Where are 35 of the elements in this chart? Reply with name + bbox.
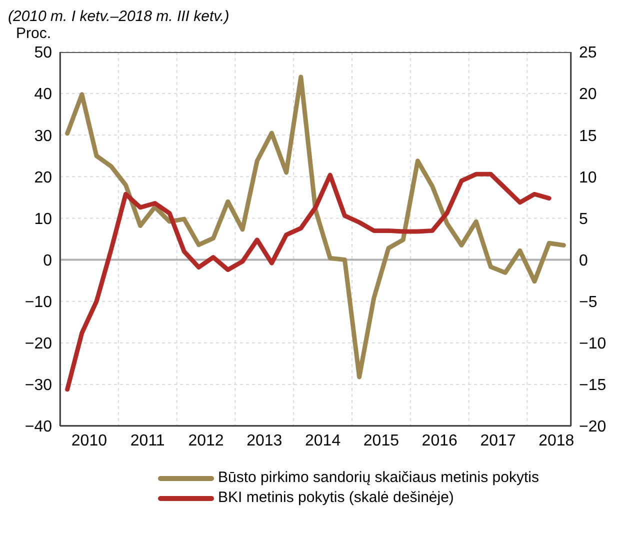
x-tick-label: 2014 (305, 432, 341, 450)
line-series (65, 74, 566, 380)
y2-tick-label: 25 (579, 44, 597, 62)
legend-label: BKI metinis pokytis (skalė dešinėje) (218, 488, 454, 508)
x-tick-label: 2018 (538, 432, 574, 450)
y2-tick-label: −5 (579, 294, 598, 312)
y-tick-label: 20 (34, 169, 52, 186)
x-tick-label: 2017 (480, 432, 516, 450)
y-tick-label: −10 (24, 294, 52, 312)
x-tick-label: 2010 (71, 432, 108, 450)
y-tick-label: 30 (34, 128, 52, 145)
y-tick-label: −30 (24, 377, 52, 394)
y-tick-label: 50 (34, 44, 52, 62)
y-tick-label: −40 (24, 418, 52, 436)
legend-label: Būsto pirkimo sandorių skaičiaus metinis pokytis (218, 468, 539, 488)
x-tick-label: 2012 (188, 432, 224, 450)
x-tick-label: 2016 (422, 432, 458, 450)
y2-tick-label: −10 (579, 336, 606, 353)
y2-tick-label: 5 (579, 210, 588, 228)
y-tick-label: 10 (34, 210, 52, 228)
y2-tick-label: −15 (579, 377, 606, 394)
y2-tick-label: 10 (579, 169, 597, 186)
chart-title: (2010 m. I ketv.–2018 m. III ketv.) (8, 8, 230, 25)
y2-tick-label: 15 (579, 128, 597, 145)
y2-tick-label: −20 (579, 418, 606, 436)
x-tick-label: 2015 (363, 432, 400, 450)
y2-tick-label: 0 (579, 252, 588, 270)
line-series (65, 172, 552, 392)
x-tick-label: 2011 (130, 432, 165, 450)
y2-tick-label: 20 (579, 86, 597, 104)
y-tick-label: 0 (43, 252, 52, 270)
y-tick-label: −20 (24, 336, 52, 353)
y-tick-label: 40 (34, 86, 52, 104)
x-tick-label: 2013 (246, 432, 282, 450)
y-axis-title: Proc. (16, 25, 52, 42)
